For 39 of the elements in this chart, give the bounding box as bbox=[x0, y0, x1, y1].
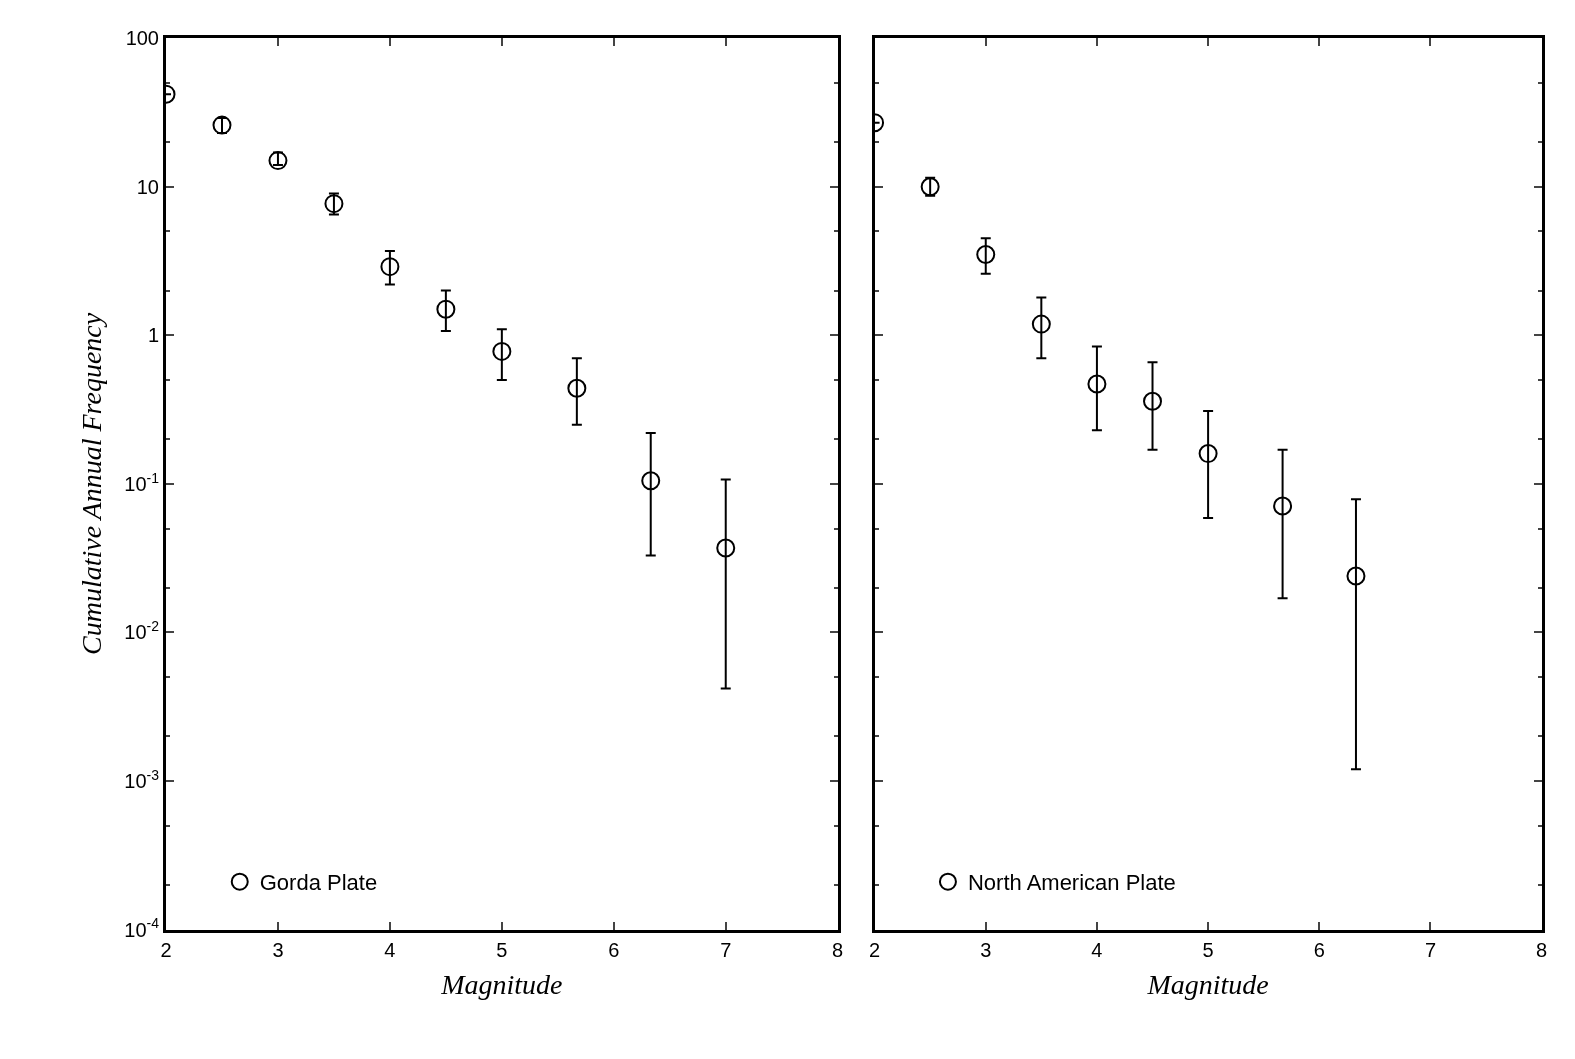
y-tick-label: 10$^{-1}$ bbox=[124, 469, 160, 495]
point bbox=[380, 257, 400, 277]
x-tick-label: 2 bbox=[160, 938, 172, 961]
x-tick-label: 2 bbox=[869, 938, 881, 961]
point bbox=[1273, 496, 1293, 516]
y-tick-label: 10 bbox=[136, 175, 160, 198]
x-axis-title: Magnitude bbox=[1146, 968, 1269, 1000]
point bbox=[436, 299, 456, 319]
point bbox=[976, 245, 996, 264]
point bbox=[1087, 374, 1107, 394]
y-tick-label: 100 bbox=[125, 27, 160, 50]
x-tick-label: 7 bbox=[720, 938, 732, 961]
point bbox=[1031, 314, 1051, 334]
x-axis-title: Magnitude bbox=[440, 968, 563, 1000]
x-tick-label: 4 bbox=[1091, 938, 1103, 961]
point bbox=[567, 378, 587, 398]
x-tick-label: 3 bbox=[272, 938, 284, 961]
point bbox=[1346, 566, 1366, 586]
point bbox=[492, 341, 512, 361]
x-tick-label: 5 bbox=[496, 938, 508, 961]
y-tick-label: 10$^{-2}$ bbox=[124, 618, 160, 644]
y-tick-label: 10$^{-3}$ bbox=[124, 766, 160, 793]
point bbox=[1143, 391, 1163, 411]
legend-label: Gorda Plate bbox=[259, 870, 378, 896]
x-tick-label: 3 bbox=[980, 938, 992, 961]
y-tick-label: 1 bbox=[147, 324, 160, 347]
x-tick-label: 6 bbox=[608, 938, 620, 961]
x-tick-label: 4 bbox=[384, 938, 396, 961]
x-tick-label: 8 bbox=[832, 938, 844, 961]
x-tick-label: 5 bbox=[1202, 938, 1214, 961]
point bbox=[641, 471, 661, 491]
x-tick-label: 6 bbox=[1313, 938, 1325, 961]
legend-label: North American Plate bbox=[967, 870, 1176, 896]
y-axis-title: Cumulative Annual Frequency bbox=[76, 312, 108, 655]
point bbox=[716, 538, 736, 558]
x-tick-label: 7 bbox=[1424, 938, 1437, 961]
y-tick-label: 10$^{-4}$ bbox=[124, 915, 160, 941]
x-tick-label: 8 bbox=[1536, 938, 1548, 961]
point bbox=[1198, 444, 1218, 464]
